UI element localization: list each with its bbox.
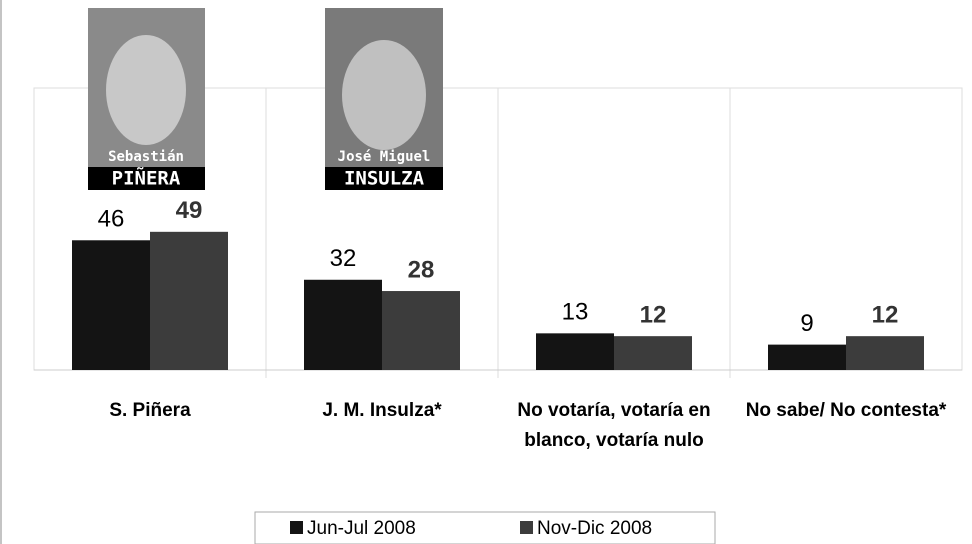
value-label: 9 (800, 310, 813, 337)
photo-caption: PIÑERA (112, 166, 181, 190)
x-tick-label: No sabe/ No contesta* (736, 396, 956, 426)
bar (72, 240, 150, 370)
photo-caption: José Miguel (338, 149, 431, 165)
photo-caption: INSULZA (344, 168, 425, 190)
photo-caption: Sebastián (108, 149, 184, 165)
legend-label: Nov-Dic 2008 (537, 518, 652, 539)
bar (382, 291, 460, 370)
x-tick-label: S. Piñera (40, 396, 260, 426)
bar (536, 333, 614, 370)
value-label: 13 (562, 299, 589, 326)
page: Sebastián PIÑERA José Miguel INSULZA 46 3… (0, 0, 972, 544)
photo: Sebastián PIÑERA (88, 8, 205, 190)
chart: Sebastián PIÑERA José Miguel INSULZA 46 3… (0, 0, 972, 544)
bar (304, 280, 382, 370)
x-tick-label: J. M. Insulza* (272, 396, 492, 426)
value-label: 12 (872, 302, 899, 329)
value-label: 28 (408, 256, 435, 283)
bar (846, 336, 924, 370)
legend-label: Jun-Jul 2008 (307, 518, 416, 539)
legend-swatch (520, 521, 533, 534)
bar (768, 345, 846, 370)
bar (614, 336, 692, 370)
value-label: 32 (330, 245, 357, 272)
value-label: 49 (176, 197, 203, 224)
value-label: 12 (640, 302, 667, 329)
value-label: 46 (98, 206, 125, 233)
legend-swatch (290, 521, 303, 534)
bar (150, 232, 228, 370)
x-tick-label: No votaría, votaría en blanco, votaría n… (504, 396, 724, 456)
photo: José Miguel INSULZA (325, 8, 443, 190)
